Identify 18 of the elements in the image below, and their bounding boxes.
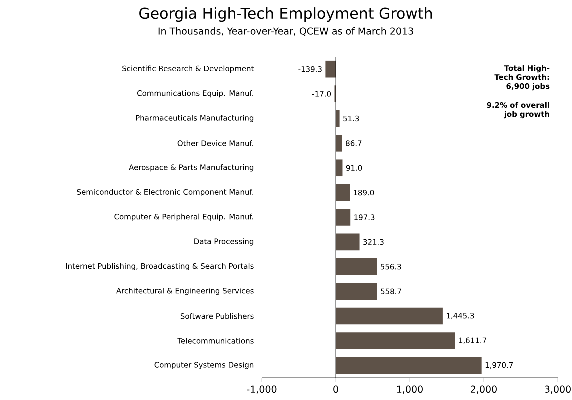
bar <box>336 357 482 374</box>
bar <box>336 234 360 251</box>
bar <box>336 258 378 276</box>
bar <box>336 308 443 325</box>
chart-subtitle: In Thousands, Year-over-Year, QCEW as of March 2013 <box>158 28 414 36</box>
x-tick-label: -1,000 <box>247 386 277 394</box>
chart-title: Georgia High-Tech Employment Growth <box>140 8 432 22</box>
x-tick-label: 0 <box>334 386 338 393</box>
bar <box>336 332 456 350</box>
x-tick-label: 3,000 <box>545 386 571 394</box>
bar <box>336 160 343 177</box>
bar <box>326 60 336 78</box>
x-tick-label: 1,000 <box>397 386 423 394</box>
bar <box>336 283 378 300</box>
x-tick-label: 2,000 <box>471 386 497 394</box>
bar <box>336 184 350 202</box>
bar <box>336 209 351 226</box>
bar <box>336 135 342 152</box>
